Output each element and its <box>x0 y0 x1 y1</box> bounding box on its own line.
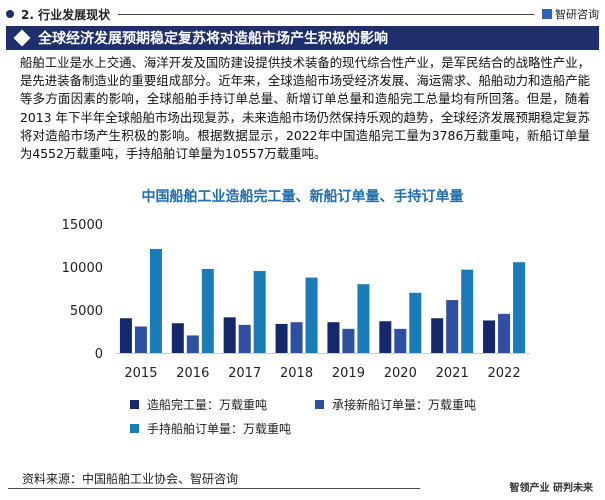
bar <box>513 262 526 353</box>
bar <box>498 313 511 353</box>
divider <box>118 13 534 15</box>
x-tick-label: 2019 <box>332 366 365 381</box>
legend-item: 造船完工量：万载重吨 <box>130 396 267 413</box>
bar <box>134 326 147 353</box>
source-note: 资料来源：中国船舶工业协会、智研咨询 <box>22 472 239 486</box>
bar <box>223 317 236 353</box>
bar <box>357 284 370 353</box>
bar <box>327 322 340 353</box>
bar <box>379 321 392 353</box>
logo-icon <box>542 9 552 19</box>
bar <box>446 300 459 353</box>
bar <box>290 322 303 353</box>
legend-item: 承接新船订单量：万载重吨 <box>315 396 476 413</box>
section-header: 2. 行业发展现状 智研咨询 <box>6 5 599 23</box>
y-tick-label: 15000 <box>62 218 103 233</box>
bar <box>305 277 318 353</box>
y-tick-label: 5000 <box>70 304 103 319</box>
bar <box>461 269 474 353</box>
bar <box>201 268 214 353</box>
slogan: 智领产业 研判未来 <box>509 483 593 494</box>
bar <box>171 323 184 353</box>
bar <box>483 320 496 353</box>
footer-divider <box>8 488 420 489</box>
bar <box>119 318 132 353</box>
bar <box>238 324 251 353</box>
legend-item: 手持船舶订单量：万载重吨 <box>130 420 291 437</box>
bar-chart: 0 5000 10000 15000 2015 2016 2017 2018 2019 2020 2… <box>62 218 530 381</box>
x-tick-label: 2022 <box>488 366 521 381</box>
y-tick-label: 0 <box>95 347 103 362</box>
x-tick-label: 2021 <box>436 366 469 381</box>
banner: 全球经济发展预期稳定复苏将对造船市场产生积极的影响 <box>6 26 599 50</box>
bar <box>409 292 422 353</box>
brand-logo: 智研咨询 <box>542 6 599 22</box>
x-tick-label: 2017 <box>228 366 261 381</box>
brand-name: 智研咨询 <box>555 8 599 21</box>
bar <box>275 323 288 353</box>
legend-label: 造船完工量：万载重吨 <box>147 398 268 412</box>
section-title: 2. 行业发展现状 <box>21 7 111 22</box>
bar <box>186 335 199 353</box>
y-tick-label: 10000 <box>62 261 103 276</box>
bar <box>342 328 355 353</box>
banner-title: 全球经济发展预期稳定复苏将对造船市场产生积极的影响 <box>38 31 388 47</box>
bar <box>149 248 162 353</box>
x-tick-label: 2016 <box>176 366 209 381</box>
chart-title: 中国船舶工业造船完工量、新船订单量、手持订单量 <box>141 189 464 205</box>
body-text: 船舶工业是水上交通、海洋开发及国防建设提供技术装备的现代综合性产业，是军民结合的… <box>20 55 590 162</box>
legend-swatch <box>315 400 324 409</box>
bar <box>431 318 444 353</box>
legend-swatch <box>130 400 139 409</box>
x-tick-label: 2020 <box>384 366 417 381</box>
legend-label: 手持船舶订单量：万载重吨 <box>147 422 292 436</box>
legend-swatch <box>130 424 139 433</box>
x-tick-label: 2018 <box>280 366 313 381</box>
bar <box>394 328 407 353</box>
legend-label: 承接新船订单量：万载重吨 <box>332 398 477 412</box>
bullet-icon <box>6 10 14 18</box>
x-tick-label: 2015 <box>124 366 157 381</box>
bar <box>253 270 266 353</box>
